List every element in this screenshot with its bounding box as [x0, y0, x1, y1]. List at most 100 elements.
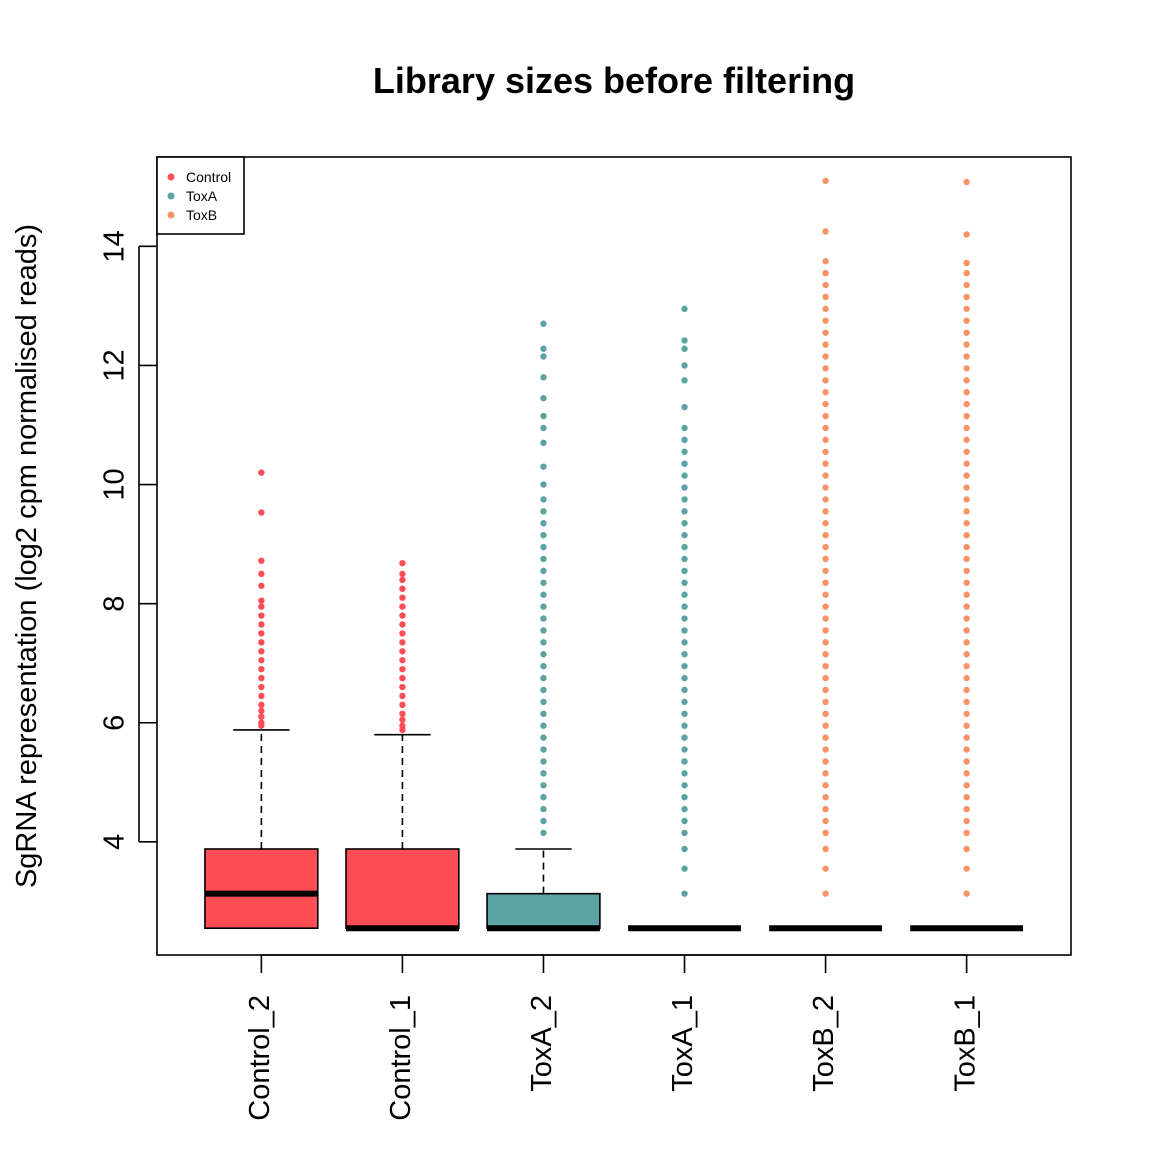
outlier-point	[540, 722, 547, 729]
box-rect	[486, 892, 601, 930]
outlier-point	[399, 722, 406, 729]
outlier-point	[822, 436, 829, 444]
outlier-point	[963, 472, 970, 479]
outlier-point	[540, 746, 547, 753]
outlier-point	[258, 692, 265, 700]
outlier-point	[681, 448, 688, 455]
outlier-point	[963, 817, 970, 825]
outlier-point	[963, 579, 970, 586]
outlier-point	[822, 258, 829, 265]
outlier-point	[681, 555, 688, 563]
outlier-point	[540, 603, 547, 610]
outlier-point	[681, 377, 688, 384]
outlier-point	[963, 508, 970, 515]
outlier-point	[963, 829, 970, 837]
outlier-point	[681, 543, 688, 551]
y-axis: 4 6 8 10 12 14	[99, 230, 157, 850]
outlier-point	[822, 228, 829, 235]
outlier-point	[399, 692, 406, 700]
outlier-point	[681, 472, 688, 479]
outlier-point	[963, 890, 970, 897]
outlier-point	[540, 424, 547, 432]
outlier-point	[822, 710, 829, 718]
outlier-point	[681, 805, 688, 813]
outlier-point	[963, 178, 970, 186]
outlier-point	[258, 657, 265, 664]
box-control-2	[204, 469, 319, 930]
outlier-point	[540, 320, 547, 327]
outlier-point	[681, 686, 688, 694]
outlier-point	[963, 698, 970, 706]
legend-toxa-marker	[167, 192, 175, 200]
outlier-point	[681, 793, 688, 801]
outlier-point	[963, 627, 970, 634]
outlier-point	[681, 531, 688, 539]
outlier-point	[963, 389, 970, 396]
x-tick-label: Control_1	[385, 995, 417, 1121]
outlier-point	[399, 603, 406, 610]
outlier-point	[822, 389, 829, 396]
outlier-point	[963, 615, 970, 622]
outlier-point	[822, 603, 829, 610]
outlier-point	[681, 567, 688, 575]
outlier-point	[822, 329, 829, 336]
outlier-point	[540, 353, 547, 360]
outlier-point	[822, 531, 829, 539]
outlier-point	[681, 865, 688, 872]
outlier-point	[963, 281, 970, 289]
y-tick-label: 12	[99, 349, 131, 381]
outlier-point	[540, 805, 547, 813]
outlier-point	[540, 627, 547, 634]
outlier-point	[822, 817, 829, 825]
outlier-point	[822, 793, 829, 801]
outlier-point	[258, 648, 265, 655]
outlier-point	[681, 345, 688, 352]
outlier-point	[963, 448, 970, 455]
legend-control-marker	[167, 173, 175, 181]
outlier-point	[540, 829, 547, 837]
outlier-point	[399, 674, 406, 682]
outlier-point	[540, 698, 547, 706]
outlier-point	[540, 770, 547, 777]
outlier-point	[822, 722, 829, 729]
outlier-point	[963, 436, 970, 444]
outlier-point	[822, 662, 829, 670]
y-tick-label: 10	[99, 468, 131, 500]
outlier-point	[822, 829, 829, 837]
outlier-point	[540, 615, 547, 622]
outlier-point	[963, 805, 970, 813]
outlier-point	[258, 557, 265, 564]
outlier-point	[963, 259, 970, 267]
outlier-point	[681, 627, 688, 634]
outlier-point	[822, 782, 829, 789]
outlier-point	[399, 710, 406, 718]
box-rect	[345, 848, 460, 930]
chart-title: Library sizes before filtering	[373, 60, 855, 101]
outlier-point	[822, 845, 829, 853]
outlier-point	[963, 377, 970, 384]
outlier-point	[963, 353, 970, 360]
outlier-point	[963, 555, 970, 563]
outlier-point	[540, 374, 547, 381]
outlier-point	[963, 520, 970, 527]
legend-toxa-label: ToxA	[186, 188, 218, 204]
outlier-point	[681, 591, 688, 598]
outlier-point	[681, 829, 688, 837]
outlier-point	[681, 890, 688, 897]
outlier-point	[399, 612, 406, 619]
legend: Control ToxA ToxB	[156, 156, 245, 235]
outlier-point	[963, 770, 970, 777]
outlier-point	[399, 576, 406, 584]
outlier-point	[681, 403, 688, 411]
x-tick-label: ToxB_1	[949, 995, 981, 1092]
outlier-point	[822, 758, 829, 765]
outlier-point	[963, 639, 970, 646]
box-toxa-1	[628, 305, 741, 932]
outlier-point	[822, 448, 829, 455]
outlier-point	[963, 531, 970, 539]
outlier-point	[258, 509, 265, 516]
outlier-point	[822, 591, 829, 598]
outlier-point	[963, 400, 970, 408]
outlier-point	[822, 734, 829, 741]
